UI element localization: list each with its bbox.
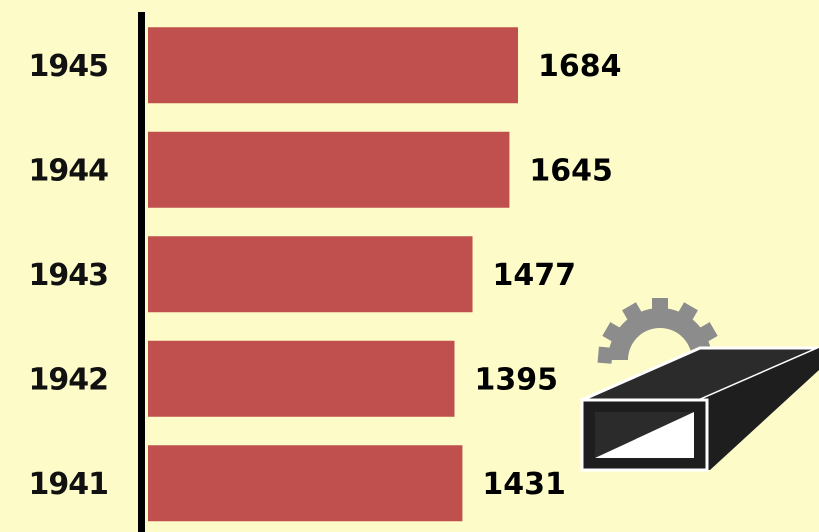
y-tick-label: 1944 (29, 153, 109, 188)
bar (148, 341, 455, 417)
data-label: 1684 (538, 49, 622, 84)
data-label: 1395 (475, 362, 559, 397)
bar (148, 132, 509, 208)
chart: 1945 1684 1944 1645 1943 1477 1942 1395 1941 1431 (0, 0, 819, 532)
data-label: 1645 (529, 153, 613, 188)
bar (148, 27, 518, 103)
y-tick-label: 1945 (29, 49, 109, 84)
page: 1945 1684 1944 1645 1943 1477 1942 1395 1941 1431… (0, 0, 819, 532)
y-tick-label: 1941 (29, 467, 109, 502)
y-tick-label: 1942 (29, 362, 109, 397)
bar (148, 445, 462, 521)
data-label: 1431 (482, 467, 566, 502)
y-tick-label: 1943 (29, 258, 109, 293)
axis-line (138, 12, 145, 532)
bar (148, 236, 473, 312)
data-label: 1477 (493, 258, 577, 293)
